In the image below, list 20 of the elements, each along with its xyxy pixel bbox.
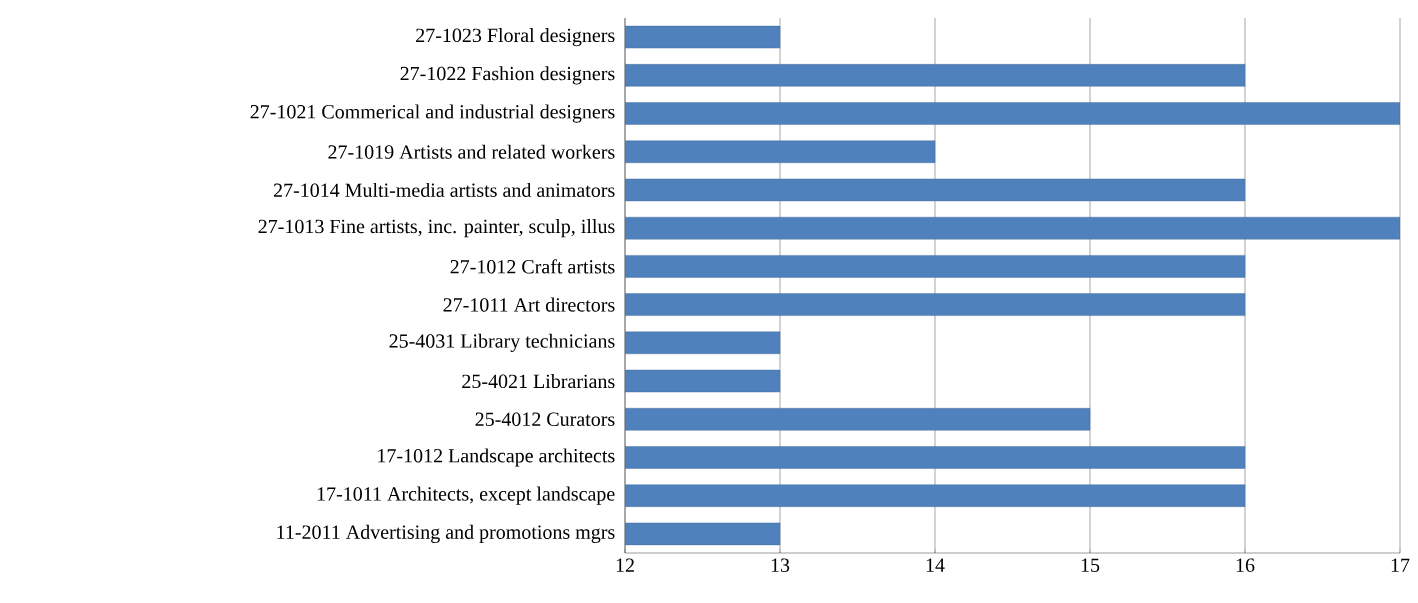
- y-tick-label: 27-1014 Multi-media artists and animators: [273, 182, 615, 198]
- x-tick-label: 12: [616, 558, 634, 572]
- y-tick-label: 27-1021 Commerical and industrial designers: [250, 104, 615, 123]
- y-tick-label: 27-1011 Art directors: [443, 297, 615, 312]
- y-tick-label: 25-4012 Curators: [475, 412, 615, 427]
- y-tick-label: 25-4031 Library technicians: [389, 333, 615, 352]
- x-tick-label: 15: [1081, 558, 1100, 572]
- y-tick-label: 11-2011 Advertising and promotions mgrs: [277, 524, 615, 543]
- y-tick-label: 27-1019 Artists and related workers: [328, 144, 615, 159]
- x-tick-label: 16: [1236, 558, 1255, 572]
- x-tick-label: 17: [1391, 558, 1410, 572]
- x-tick-label: 13: [771, 558, 790, 572]
- y-tick-label: 25-4021 Librarians: [462, 374, 615, 389]
- y-tick-label: 17-1012 Landscape architects: [378, 448, 615, 467]
- x-tick-label: 14: [926, 558, 945, 572]
- y-tick-label: 27-1022 Fashion designers: [400, 66, 615, 85]
- y-tick-label: 27-1013 Fine artists, inc. painter, sculp, illus: [258, 219, 615, 238]
- y-tick-label: 17-1011 Architects, except landscape: [317, 486, 615, 505]
- y-tick-label: 27-1012 Craft artists: [450, 259, 615, 274]
- y-tick-label: 27-1023 Floral designers: [416, 28, 615, 47]
